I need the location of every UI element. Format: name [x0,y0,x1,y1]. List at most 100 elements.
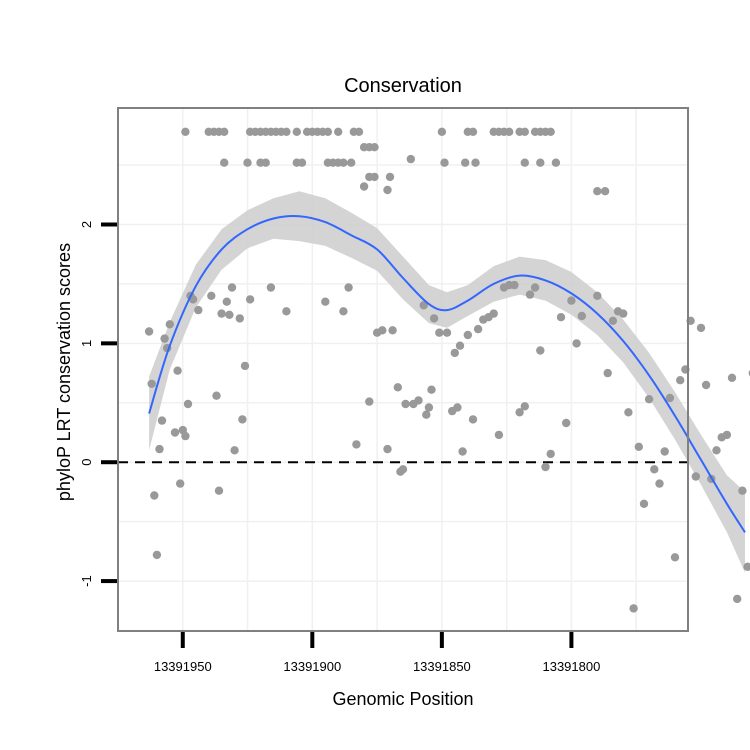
data-point [473,324,483,334]
data-point [450,348,459,358]
data-point [515,408,524,417]
data-point [347,158,356,167]
data-point [176,479,185,488]
data-point [157,416,167,425]
data-point [727,373,737,382]
data-point [536,346,545,355]
data-point [530,283,540,292]
data-point [339,158,348,167]
data-point [297,158,307,167]
data-point [733,594,742,604]
x-tick-label: 13391850 [413,659,471,674]
smooth-line [148,215,746,533]
data-point [339,307,348,316]
data-point [383,444,392,454]
data-point [608,316,618,325]
data-point [429,314,439,323]
x-tick-label: 13391900 [283,659,341,674]
data-point [520,158,529,167]
data-point [525,290,535,299]
data-point [520,402,529,411]
data-point [593,291,602,300]
data-point [670,553,680,562]
data-point [424,403,434,412]
data-point [603,368,612,378]
data-point [365,397,374,406]
data-point [665,393,675,403]
data-point [546,449,555,459]
data-point [222,297,231,306]
data-point [419,301,428,310]
data-point [220,158,229,167]
data-point [181,431,190,441]
data-point [194,305,203,315]
data-point [468,415,478,424]
data-point [551,158,561,167]
data-point [634,442,643,451]
data-point [738,486,747,495]
x-axis: 13391950 13391900 13391850 13391800 [154,632,600,674]
data-point [722,430,732,440]
data-point [505,127,514,136]
y-tick-label: -1 [79,575,94,587]
data-point [600,187,610,196]
data-point [147,379,156,388]
data-point [334,127,343,136]
x-axis-title: Genomic Position [332,689,473,709]
x-tick-label: 13391950 [154,659,212,674]
data-point [370,172,379,182]
data-point [440,158,449,167]
data-point [212,391,221,400]
data-point [639,499,649,508]
y-tick-label: 2 [79,221,94,228]
y-tick-label: 0 [79,459,94,466]
data-point [359,182,369,191]
data-point [207,291,216,300]
data-point [150,491,159,500]
data-point [235,314,244,323]
data-point [577,311,586,321]
data-point [378,326,387,335]
data-point [152,550,162,560]
data-point [225,310,234,319]
data-point [489,309,498,318]
data-point [238,415,247,424]
data-point [520,127,529,136]
plot-panel-border [117,107,689,632]
data-point [644,395,654,404]
data-point [712,446,721,455]
data-point [321,297,330,306]
data-point [655,479,664,488]
y-axis-title: phyloP LRT conservation scores [54,243,74,501]
data-point [385,172,395,182]
data-point [398,465,408,474]
data-point [220,127,229,136]
data-point [468,127,478,136]
data-point [282,307,291,316]
data-point [629,604,638,613]
data-point [427,385,436,394]
data-point [170,428,180,437]
data-point [344,283,353,292]
data-point [144,327,154,336]
data-point [393,383,402,392]
data-point [160,334,169,343]
data-point [245,295,255,304]
data-point [292,127,301,136]
data-point [383,185,392,195]
data-point [701,380,711,390]
data-point [214,486,224,495]
data-point [471,158,480,167]
data-point [494,430,504,440]
data-point [455,341,465,350]
data-point [183,399,193,409]
data-point [352,440,361,449]
data-point [173,366,182,375]
data-point [217,309,226,318]
data-point [155,444,164,454]
x-tick-label: 13391800 [542,659,600,674]
data-point [546,127,555,136]
data-point [406,154,415,164]
data-point [181,127,190,136]
